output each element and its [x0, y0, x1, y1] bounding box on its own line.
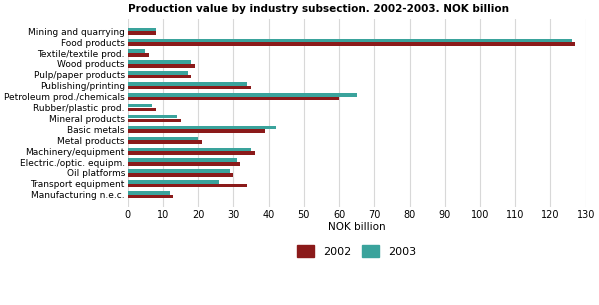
Bar — [128, 173, 234, 177]
Bar — [128, 104, 152, 107]
Bar — [128, 137, 198, 140]
Bar — [128, 162, 240, 166]
Bar — [128, 28, 156, 31]
Bar — [128, 82, 247, 86]
Bar — [128, 169, 230, 173]
Bar — [128, 38, 571, 42]
Bar — [128, 86, 251, 89]
Bar — [128, 140, 202, 144]
Bar — [128, 158, 237, 162]
X-axis label: NOK billion: NOK billion — [328, 222, 386, 232]
Text: Production value by industry subsection. 2002-2003. NOK billion: Production value by industry subsection.… — [128, 4, 509, 14]
Bar — [128, 148, 251, 151]
Bar — [128, 119, 180, 122]
Bar — [128, 115, 177, 118]
Bar — [128, 129, 265, 133]
Bar — [128, 53, 149, 57]
Bar — [128, 49, 146, 53]
Bar — [128, 31, 156, 35]
Bar — [128, 64, 195, 67]
Bar — [128, 126, 276, 129]
Bar — [128, 93, 356, 96]
Legend: 2002, 2003: 2002, 2003 — [293, 241, 420, 261]
Bar — [128, 184, 247, 187]
Bar — [128, 191, 170, 195]
Bar — [128, 75, 191, 78]
Bar — [128, 97, 339, 100]
Bar — [128, 195, 174, 198]
Bar — [128, 42, 575, 46]
Bar — [128, 151, 255, 155]
Bar — [128, 108, 156, 111]
Bar — [128, 180, 219, 184]
Bar — [128, 60, 191, 64]
Bar — [128, 71, 187, 75]
